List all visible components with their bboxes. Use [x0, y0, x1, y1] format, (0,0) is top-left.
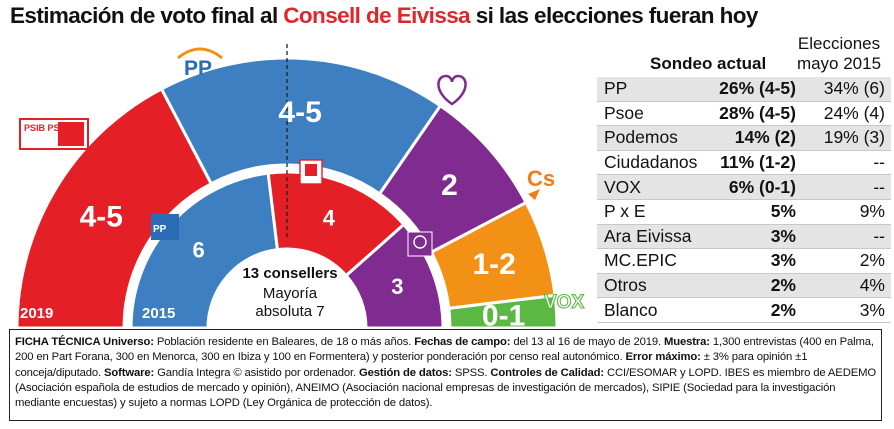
table-row: PP 26% (4-5) 34% (6)	[597, 77, 891, 102]
table-row: Psoe 28% (4-5) 24% (4)	[597, 101, 891, 127]
seg2019-slice-psoe	[15, 86, 214, 330]
cs-logo-2019: Cs	[527, 166, 555, 200]
table-row: VOX 6% (0-1) --	[597, 174, 891, 200]
seg2015-label-psoe: 4	[323, 206, 336, 231]
pp-logo-2019: PP	[177, 47, 223, 80]
table-row: P x E 5% 9%	[597, 199, 891, 225]
seg2019-slice-pp	[159, 56, 443, 196]
ring-label-2015: 2015	[142, 305, 175, 322]
table-row: MC.EPIC 3% 2%	[597, 248, 891, 274]
chart-title: Estimación de voto final al Consell de E…	[10, 3, 758, 28]
seg2019-label-pp: 4-5	[278, 96, 321, 129]
seg2019-label-ciudadanos: 1-2	[472, 248, 515, 281]
seg2015-slice-pp	[129, 171, 280, 330]
table-row: Ciudadanos 11% (1-2) --	[597, 150, 891, 176]
podemos-logo-2015	[407, 231, 433, 257]
col-header-prev-line2: mayo 2015	[796, 54, 882, 73]
psoe-logo-2015	[299, 159, 323, 185]
pp-logo-2015: PP	[151, 214, 179, 240]
podemos-logo-2019	[437, 74, 467, 106]
title-highlight: Consell de Eivissa	[283, 3, 471, 28]
seg2019-label-psoe: 4-5	[80, 201, 123, 234]
seg2019-label-podemos: 2	[441, 169, 458, 202]
seg2019-slice-vox	[447, 293, 559, 330]
vox-logo-2019: VOX	[543, 291, 585, 313]
svg-text:PP: PP	[153, 224, 167, 235]
col-header-prev-line1: Elecciones	[797, 34, 881, 53]
seg2019-label-vox: 0-1	[482, 300, 525, 330]
annotation-majority-1: Mayoría	[263, 285, 318, 302]
annotation-majority-2: absoluta 7	[255, 303, 324, 320]
inner-ring-2015	[129, 170, 445, 330]
psoe-logo-2019: PSIB PSOE	[19, 118, 89, 150]
svg-text:VOX: VOX	[544, 292, 584, 313]
table-row: Ara Eivissa 3% --	[597, 224, 891, 250]
col-header-current: Sondeo actual	[650, 54, 767, 73]
outer-ring-2019	[15, 56, 559, 330]
svg-text:Cs: Cs	[527, 166, 555, 191]
svg-text:PSIB PSOE: PSIB PSOE	[24, 123, 73, 133]
ring-label-2019: 2019	[20, 305, 53, 322]
technical-sheet: FICHA TÉCNICA Universo: Población reside…	[9, 329, 882, 421]
seg2015-label-podemos: 3	[391, 274, 403, 299]
table-row: Podemos 14% (2) 19% (3)	[597, 125, 891, 151]
annotation-total: 13 consellers	[242, 265, 337, 282]
hemicycle-chart: 4-5 4-5 2 1-2 0-1 6 4 3 2019 2015 13 consellers…	[15, 44, 585, 330]
seg2015-label-pp: 6	[193, 238, 205, 263]
results-table: PP 26% (4-5) 34% (6) Psoe 28% (4-5) 24% (4) …	[597, 77, 891, 323]
svg-text:PP: PP	[184, 57, 212, 80]
table-row: Otros 2% 4%	[597, 273, 891, 299]
table-row: Blanco 2% 3%	[597, 297, 891, 323]
